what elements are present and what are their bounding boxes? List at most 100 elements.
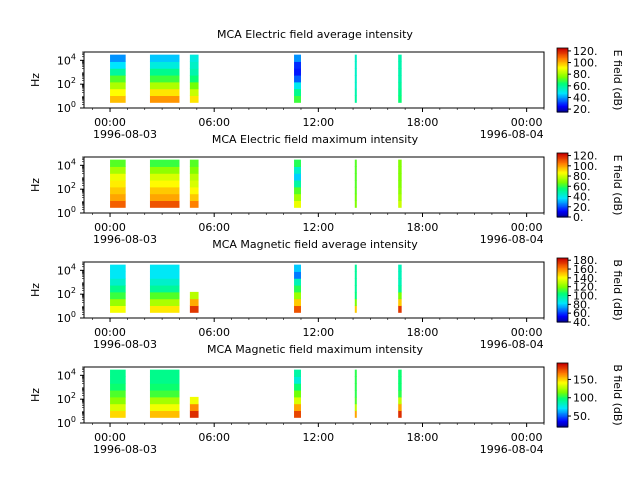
data-cell <box>149 285 180 293</box>
x-tick-label: 00:00 <box>511 431 543 444</box>
colorbar-swatch <box>557 191 568 194</box>
date-start-label: 1996-08-03 <box>93 338 157 351</box>
x-tick-label: 00:00 <box>511 221 543 234</box>
y-tick-label: 100 <box>57 205 76 220</box>
colorbar-swatch <box>557 198 568 201</box>
data-cell <box>189 81 199 90</box>
colorbar-swatch <box>557 211 568 214</box>
colorbar-tick-label: 40. <box>573 191 591 204</box>
colorbar-swatch <box>557 268 568 271</box>
colorbar-swatch <box>557 177 568 179</box>
data-cell <box>398 186 402 195</box>
colorbar-tick-label: 40. <box>573 316 591 329</box>
colorbar-swatch <box>557 98 568 101</box>
data-cell <box>149 403 180 412</box>
data-cell <box>294 68 301 76</box>
data-cell <box>149 61 180 69</box>
y-tick-label: 104 <box>57 157 76 172</box>
data-cell <box>189 403 199 412</box>
colorbar-swatch <box>557 57 568 60</box>
colorbar-tick-label: 80. <box>573 68 591 81</box>
colorbar-swatch <box>557 296 568 299</box>
colorbar-swatch <box>557 286 568 288</box>
colorbar-swatch <box>557 68 568 70</box>
data-cell <box>294 291 301 300</box>
data-segment <box>294 369 301 418</box>
data-segment <box>189 54 199 103</box>
x-tick-label: 18:00 <box>407 431 439 444</box>
data-cell <box>294 376 301 384</box>
colorbar-swatch <box>557 169 568 171</box>
colorbar-swatch <box>557 171 568 174</box>
colorbar-swatch <box>557 90 568 93</box>
colorbar-swatch <box>557 85 568 88</box>
colorbar-swatch <box>557 165 568 167</box>
data-cell <box>149 390 180 398</box>
data-segment <box>398 264 402 313</box>
data-segment <box>398 159 402 208</box>
data-cell <box>110 278 126 286</box>
data-cell <box>398 369 402 377</box>
data-cell <box>294 396 301 405</box>
colorbar-swatch <box>557 258 568 260</box>
x-tick-label: 00:00 <box>94 326 126 339</box>
colorbar-swatch <box>557 158 568 161</box>
data-cell <box>149 264 180 272</box>
data-cell <box>294 264 301 272</box>
colorbar-tick-label: 160. <box>573 263 598 276</box>
colorbar-swatch <box>557 104 568 106</box>
x-tick-label: 00:00 <box>94 221 126 234</box>
colorbar-tick-label: 100. <box>573 392 598 405</box>
colorbar-tick-label: 50. <box>573 410 591 423</box>
colorbar-tick-label: 100. <box>573 57 598 70</box>
panel-3: MCA Magnetic field average intensity 100 1… <box>29 238 624 351</box>
y-axis-label: Hz <box>29 283 42 297</box>
data-cell <box>398 298 402 307</box>
colorbar-swatch <box>557 175 568 178</box>
colorbar-swatch <box>557 408 568 411</box>
data-cell <box>110 285 126 293</box>
colorbar-frame <box>556 152 569 218</box>
colorbar-swatch <box>557 88 568 90</box>
data-cell <box>189 68 199 76</box>
colorbar-swatch <box>557 284 568 287</box>
colorbar-swatch <box>557 207 568 210</box>
colorbar-swatch <box>557 186 568 189</box>
date-start-label: 1996-08-03 <box>93 128 157 141</box>
data-cell <box>398 271 402 279</box>
colorbar-swatch <box>557 106 568 109</box>
colorbar-label: E field (dB) <box>611 50 624 111</box>
colorbar-swatch <box>557 387 568 389</box>
data-cell <box>294 173 301 181</box>
data-segment <box>294 159 301 208</box>
colorbar-swatch <box>557 415 568 417</box>
data-cell <box>354 305 357 313</box>
colorbar-tick-label: 180. <box>573 254 598 267</box>
colorbar-swatch <box>557 214 568 217</box>
colorbar-swatch <box>557 307 568 310</box>
colorbar-swatch <box>557 271 568 274</box>
colorbar-swatch <box>557 80 568 82</box>
colorbar-swatch <box>557 379 568 381</box>
colorbar-swatch <box>557 202 568 205</box>
colorbar-swatch <box>557 421 568 424</box>
data-cell <box>294 54 301 62</box>
x-tick-label: 12:00 <box>302 326 334 339</box>
data-cell <box>294 383 301 391</box>
colorbar-swatch <box>557 48 568 50</box>
colorbar-swatch <box>557 179 568 182</box>
data-cell <box>354 200 357 208</box>
data-cell <box>354 95 357 103</box>
data-cell <box>398 291 402 300</box>
panel-4: MCA Magnetic field maximum intensity 100 1… <box>29 343 624 456</box>
data-cell <box>398 376 402 384</box>
colorbar-swatch <box>557 311 568 314</box>
colorbar-swatch <box>557 260 568 263</box>
data-cell <box>149 376 180 384</box>
data-cell <box>398 95 402 103</box>
colorbar-swatch <box>557 189 568 191</box>
colorbar-swatch <box>557 174 568 177</box>
data-cell <box>110 159 126 167</box>
colorbar-swatch <box>557 318 568 320</box>
colorbar-swatch <box>557 194 568 197</box>
